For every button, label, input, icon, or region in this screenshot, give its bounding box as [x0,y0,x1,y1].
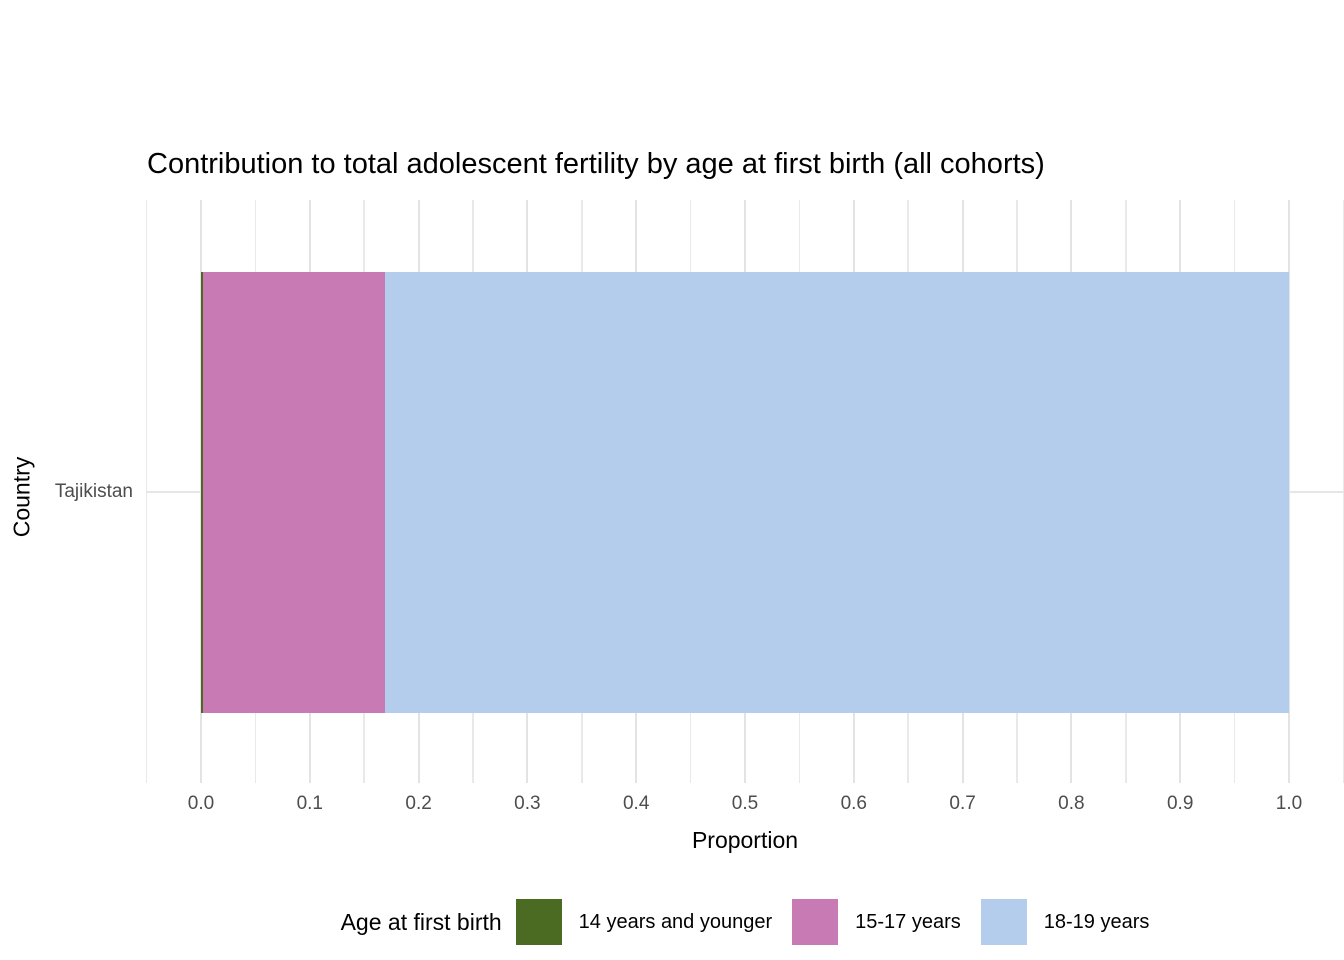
chart-title: Contribution to total adolescent fertili… [147,148,1045,180]
legend-item-14-years-and-younger: 14 years and younger [515,899,773,945]
bar-segment-14-years-and-younger [201,272,204,713]
legend-label: 18-19 years [1043,910,1150,933]
x-tick-label: 0.5 [731,793,759,814]
plot-panel [145,200,1344,783]
legend-swatch-icon [980,899,1027,945]
bar-segment-15-17-years [203,272,385,713]
x-tick-label: 0.7 [949,793,976,814]
x-tick-label: 1.0 [1275,793,1303,814]
legend-item-15-17-years: 15-17 years [792,899,961,945]
x-axis-title: Proportion [691,827,799,853]
legend-label: 15-17 years [855,910,961,933]
legend-items: 14 years and younger 15-17 years 18-19 yea… [515,899,1150,945]
y-axis-title: Country [8,456,35,538]
x-tick-label: 0.6 [840,793,867,814]
y-tick-label-tajikistan: Tajikistan [54,481,133,502]
legend-title: Age at first birth [340,908,502,935]
x-tick-label: 0.3 [514,793,541,814]
legend-swatch-icon [515,899,562,945]
legend-swatch-icon [792,899,839,945]
bar-segment-18-19-years [384,272,1289,713]
x-tick-label: 0.2 [405,793,432,814]
x-tick-label: 0.0 [187,793,215,814]
x-tick-label: 0.8 [1058,793,1085,814]
x-tick-label: 0.1 [296,793,323,814]
x-tick-label: 0.9 [1166,793,1194,814]
legend-item-18-19-years: 18-19 years [980,899,1150,945]
x-tick-label: 0.4 [622,793,650,814]
legend: Age at first birth 14 years and younger 1… [146,897,1344,947]
legend-label: 14 years and younger [578,910,773,933]
